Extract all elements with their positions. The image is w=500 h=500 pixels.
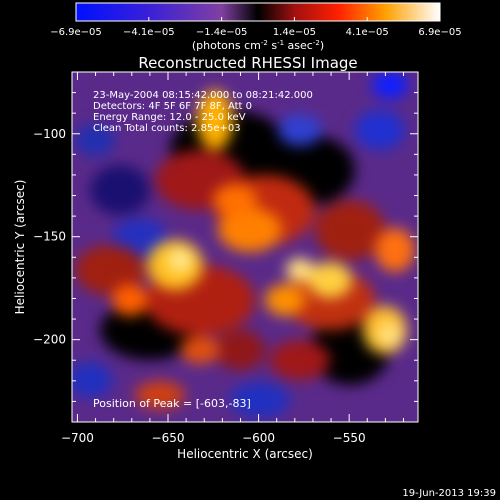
heatmap-feature (315, 200, 385, 260)
heatmap-feature (135, 381, 185, 409)
heatmap-feature (213, 184, 257, 216)
colorbar-tick-label: −6.9e−05 (50, 27, 102, 38)
info-line: Detectors: 4F 5F 6F 7F 8F, Att 0 (93, 101, 252, 112)
y-axis: −100 −150 −200 (33, 92, 418, 402)
heatmap-feature (75, 124, 115, 156)
x-tick-label: −700 (61, 431, 94, 445)
heatmap-feature (285, 270, 375, 330)
y-tick-label: −150 (33, 230, 66, 244)
info-text: 23-May-2004 08:15:42.000 to 08:21:42.000… (93, 90, 313, 134)
colorbar-tick-label: 6.9e−05 (418, 27, 461, 38)
heatmap-feature (72, 362, 112, 398)
colorbar-tick-label: −4.1e−05 (123, 27, 175, 38)
x-axis-label: Heliocentric X (arcsec) (177, 447, 313, 461)
x-tick-label: −650 (152, 431, 185, 445)
info-line: Clean Total counts: 2.85e+03 (93, 123, 241, 134)
x-tick-label: −550 (333, 431, 366, 445)
heatmap-feature (112, 284, 148, 316)
colorbar-tick-label: −1.4e−05 (196, 27, 248, 38)
y-axis-label: Heliocentric Y (arcsec) (13, 180, 27, 315)
heatmap-feature (75, 245, 145, 295)
heatmap (72, 72, 418, 422)
heatmap-feature (168, 248, 192, 272)
x-tick-label: −600 (242, 431, 275, 445)
y-tick-label: −200 (33, 333, 66, 347)
colorbar-tick-label: 1.4e−05 (273, 27, 316, 38)
heatmap-feature (180, 336, 220, 364)
colorbar-ticks: −6.9e−05 −4.1e−05 −1.4e−05 1.4e−05 4.1e−05 6.… (50, 17, 462, 38)
heatmap-feature (230, 382, 290, 418)
peak-position-label: Position of Peak = [-603,-83] (93, 397, 251, 410)
timestamp: 19-Jun-2013 19:39 (402, 488, 496, 499)
x-axis: −700 −650 −600 −550 (61, 72, 405, 445)
heatmap-feature (372, 72, 408, 99)
heatmap-feature (286, 258, 314, 282)
heatmap-feature (265, 284, 305, 316)
heatmap-feature (90, 165, 150, 215)
colorbar-unit: (photons cm-2 s-1 asec-2) (192, 39, 324, 52)
heatmap-feature (375, 228, 415, 272)
y-tick-label: −100 (33, 127, 66, 141)
heatmap-feature (378, 323, 402, 347)
heatmap-feature (355, 110, 405, 150)
plot-frame (71, 71, 419, 423)
info-line: Energy Range: 12.0 - 25.0 keV (93, 112, 246, 123)
heatmap-feature (215, 330, 265, 370)
info-line: 23-May-2004 08:15:42.000 to 08:21:42.000 (93, 90, 313, 101)
heatmap-feature (218, 208, 282, 252)
colorbar-tick-label: 4.1e−05 (346, 27, 389, 38)
heatmap-feature (278, 114, 322, 146)
chart-title: Reconstructed RHESSI Image (138, 54, 357, 72)
heatmap-feature (308, 262, 352, 298)
heatmap-feature (270, 340, 330, 380)
colorbar (75, 2, 441, 22)
heatmap-feature (197, 90, 233, 150)
